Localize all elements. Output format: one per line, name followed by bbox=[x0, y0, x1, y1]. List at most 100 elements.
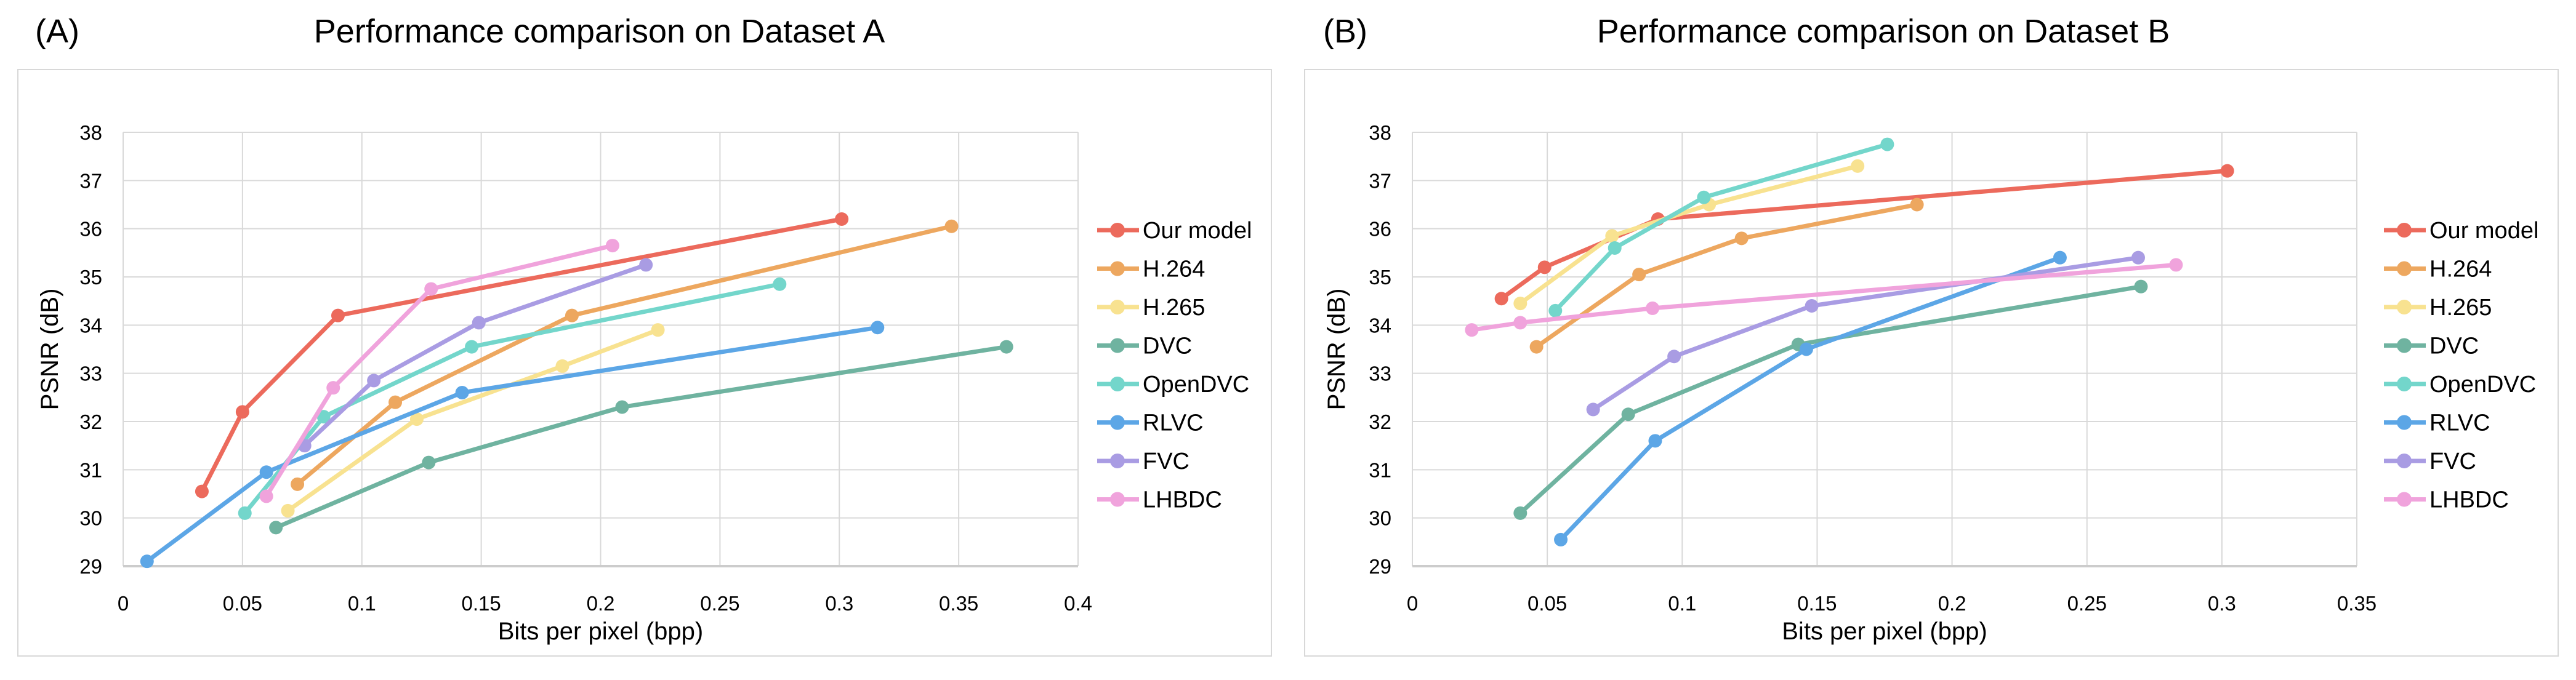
legend-marker-dot-our-model bbox=[1110, 223, 1125, 238]
y-tick-label: 35 bbox=[79, 266, 102, 289]
data-point-opendvc bbox=[465, 340, 479, 354]
panel-b-corner-label: (B) bbox=[1323, 13, 1367, 50]
series-line-fvc bbox=[302, 262, 648, 448]
legend-label-opendvc: OpenDVC bbox=[2429, 372, 2536, 398]
data-point-h-264 bbox=[291, 477, 305, 491]
legend-marker-dot-h-265 bbox=[2397, 300, 2412, 314]
y-tick-label: 32 bbox=[1369, 410, 1391, 433]
x-tick-label: 0.3 bbox=[2208, 592, 2236, 615]
x-tick-label: 0.2 bbox=[587, 592, 615, 615]
panel-a-corner-label: (A) bbox=[35, 13, 79, 50]
x-tick-label: 0.35 bbox=[2337, 592, 2377, 615]
y-tick-label: 36 bbox=[79, 218, 102, 241]
y-tick-label: 35 bbox=[1369, 266, 1391, 289]
data-point-fvc bbox=[367, 374, 381, 388]
data-point-dvc bbox=[615, 400, 629, 414]
y-tick-label: 31 bbox=[1369, 458, 1391, 481]
data-point-rlvc bbox=[455, 386, 469, 399]
x-tick-label: 0.25 bbox=[700, 592, 739, 615]
x-tick-label: 0 bbox=[1407, 592, 1418, 615]
chart-panel-b: 0 0.05 0.1 0.15 0.2 0.25 0.3 0.35 29 30 31 32 33 34 35… bbox=[1304, 69, 2559, 657]
series-line-h-264 bbox=[1534, 202, 1920, 350]
x-tick-label: 0.35 bbox=[939, 592, 978, 615]
legend-marker-dot-dvc bbox=[1110, 338, 1125, 353]
y-tick-label: 30 bbox=[1369, 507, 1391, 530]
data-point-rlvc bbox=[2053, 250, 2067, 265]
y-tick-label: 32 bbox=[79, 410, 102, 433]
legend-label-h-264: H.264 bbox=[2429, 257, 2492, 282]
data-point-lhbdc bbox=[1646, 301, 1660, 315]
series-line-our-model bbox=[199, 217, 844, 494]
y-tick-label: 37 bbox=[1369, 169, 1391, 192]
data-point-lhbdc bbox=[326, 381, 340, 395]
legend-label-our-model: Our model bbox=[1143, 218, 1252, 244]
data-point-fvc bbox=[472, 316, 486, 330]
data-point-lhbdc bbox=[1513, 316, 1527, 330]
y-tick-label: 36 bbox=[1369, 218, 1391, 241]
data-point-fvc bbox=[1667, 350, 1681, 364]
panel-a-title: Performance comparison on Dataset A bbox=[313, 13, 885, 50]
legend-label-lhbdc: LHBDC bbox=[1143, 487, 1222, 513]
y-axis-title: PSNR (dB) bbox=[36, 289, 63, 410]
series-line-lhbdc bbox=[1469, 262, 2178, 332]
data-point-dvc bbox=[269, 521, 283, 535]
data-point-opendvc bbox=[1697, 190, 1711, 204]
data-point-h-265 bbox=[555, 359, 570, 373]
data-point-lhbdc bbox=[1465, 323, 1479, 337]
data-point-h-264 bbox=[944, 219, 959, 233]
data-point-opendvc bbox=[316, 410, 331, 424]
data-point-dvc bbox=[1621, 407, 1635, 422]
data-point-fvc bbox=[639, 258, 653, 272]
data-point-h-264 bbox=[565, 308, 579, 322]
data-point-dvc bbox=[1513, 506, 1527, 520]
legend-label-lhbdc: LHBDC bbox=[2429, 487, 2509, 513]
data-point-lhbdc bbox=[424, 282, 438, 296]
series-line-dvc bbox=[1518, 284, 2143, 516]
data-point-h-264 bbox=[1529, 340, 1544, 354]
x-tick-label: 0.4 bbox=[1064, 592, 1092, 615]
legend-marker-dot-h-264 bbox=[2397, 261, 2412, 276]
data-point-opendvc bbox=[238, 506, 252, 520]
data-point-rlvc bbox=[1648, 434, 1662, 448]
legend-label-opendvc: OpenDVC bbox=[1143, 372, 1249, 398]
data-point-rlvc bbox=[140, 554, 154, 569]
data-point-our-model bbox=[331, 308, 345, 322]
data-point-fvc bbox=[1805, 299, 1819, 313]
data-point-our-model bbox=[2220, 164, 2234, 178]
data-point-dvc bbox=[422, 455, 436, 470]
legend-label-h-265: H.265 bbox=[2429, 295, 2492, 321]
data-point-our-model bbox=[1494, 292, 1508, 306]
data-point-our-model bbox=[195, 484, 209, 498]
series-line-h-264 bbox=[295, 224, 954, 487]
legend-marker-dot-opendvc bbox=[1110, 377, 1125, 391]
y-tick-label: 29 bbox=[79, 555, 102, 578]
data-point-lhbdc bbox=[259, 489, 273, 503]
data-point-h-264 bbox=[388, 395, 403, 409]
y-tick-label: 33 bbox=[1369, 362, 1391, 385]
legend-marker-dot-h-265 bbox=[1110, 300, 1125, 314]
data-point-h-265 bbox=[1605, 229, 1619, 243]
y-tick-label: 33 bbox=[79, 362, 102, 385]
x-axis-title: Bits per pixel (bpp) bbox=[1782, 618, 1987, 645]
legend-label-rlvc: RLVC bbox=[1143, 410, 1204, 436]
panel-b-title: Performance comparison on Dataset B bbox=[1596, 13, 2170, 50]
x-axis-title: Bits per pixel (bpp) bbox=[498, 618, 703, 645]
legend-label-h-265: H.265 bbox=[1143, 295, 1205, 321]
x-tick-label: 0.1 bbox=[348, 592, 376, 615]
series-line-rlvc bbox=[145, 325, 880, 564]
x-tick-label: 0.05 bbox=[223, 592, 262, 615]
legend-label-dvc: DVC bbox=[2429, 334, 2479, 359]
series-line-dvc bbox=[273, 345, 1009, 530]
legend-marker-dot-fvc bbox=[2397, 454, 2412, 468]
legend-marker-dot-dvc bbox=[2397, 338, 2412, 353]
series-line-h-265 bbox=[1518, 164, 1860, 306]
data-point-our-model bbox=[835, 212, 849, 226]
legend-label-dvc: DVC bbox=[1143, 334, 1192, 359]
x-tick-label: 0.25 bbox=[2067, 592, 2107, 615]
data-point-h-265 bbox=[409, 412, 424, 426]
data-point-fvc bbox=[2131, 250, 2145, 265]
y-tick-label: 34 bbox=[79, 314, 102, 337]
legend-marker-dot-rlvc bbox=[1110, 415, 1125, 430]
legend-marker-dot-our-model bbox=[2397, 223, 2412, 238]
y-tick-label: 34 bbox=[1369, 314, 1391, 337]
